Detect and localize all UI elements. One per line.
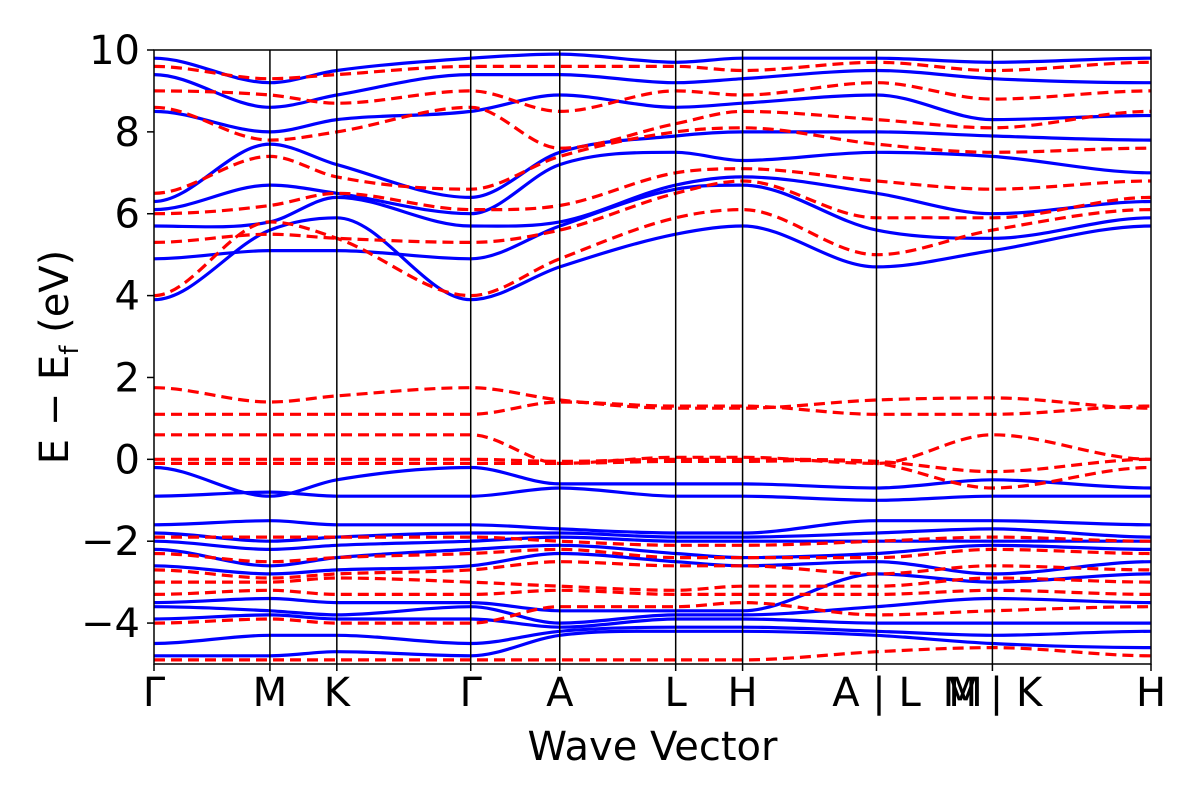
blue-solid-band-4 (154, 596, 1151, 625)
blue-solid-band-18 (154, 93, 1151, 134)
y-tick-label: 4 (115, 274, 140, 320)
series-red-dashed (154, 60, 1151, 662)
x-tick-label: M (253, 670, 288, 716)
x-tick-label: A (546, 670, 574, 716)
y-axis-title: E − Ef (eV) (32, 250, 85, 465)
red-dashed-band-1 (154, 646, 1151, 662)
x-axis-title: Wave Vector (528, 724, 779, 770)
x-tick-label: H (1136, 670, 1166, 716)
blue-solid-band-12 (154, 465, 1151, 498)
blue-solid-band-7 (154, 543, 1151, 568)
red-dashed-band-8 (154, 458, 1151, 490)
red-dashed-band-13 (154, 208, 1151, 298)
red-dashed-band-18 (154, 81, 1151, 113)
y-tick-label: 8 (115, 110, 140, 156)
x-tick-label-extra: M (948, 670, 983, 716)
blue-solid-band-1 (154, 629, 1151, 658)
blue-solid-band-10 (154, 519, 1151, 535)
red-dashed-band-10 (154, 433, 1151, 465)
blue-solid-band-15 (154, 175, 1151, 229)
x-tick-label: H (728, 670, 758, 716)
y-tick-label: 0 (115, 437, 140, 483)
bands-layer (154, 52, 1151, 662)
red-dashed-band-6 (154, 547, 1151, 564)
y-tick-label: 6 (115, 192, 140, 238)
y-tick-label: −2 (81, 519, 140, 565)
blue-solid-band-3 (154, 613, 1151, 629)
blue-solid-band-11 (154, 486, 1151, 502)
x-tick-label: L (665, 670, 688, 716)
x-tick-label: Γ (460, 670, 483, 716)
red-dashed-band-15 (154, 167, 1151, 216)
x-tick-label: A | L (832, 670, 921, 716)
blue-solid-band-2 (154, 625, 1151, 646)
x-tick-label: Γ (143, 670, 166, 716)
x-tick-label: M | K (943, 670, 1044, 716)
red-dashed-band-11 (154, 400, 1151, 416)
red-dashed-band-2 (154, 601, 1151, 625)
y-tick-label: 10 (89, 28, 140, 74)
y-axis-title-prefix: E − E (32, 355, 78, 465)
blue-solid-band-8 (154, 535, 1151, 551)
red-dashed-band-7 (154, 535, 1151, 547)
red-dashed-band-17 (154, 105, 1151, 150)
y-axis-ticks: −4 −2 0 2 4 6 8 10 (81, 28, 154, 647)
blue-solid-band-16 (154, 150, 1151, 216)
red-dashed-band-14 (154, 179, 1151, 244)
blue-solid-band-9 (154, 527, 1151, 543)
y-tick-label: 2 (115, 355, 140, 401)
y-tick-label: −4 (81, 601, 140, 647)
y-axis-title-suffix: (eV) (32, 250, 78, 346)
blue-solid-band-6 (154, 551, 1151, 576)
red-dashed-band-16 (154, 126, 1151, 195)
blue-solid-band-19 (154, 68, 1151, 109)
blue-solid-band-20 (154, 52, 1151, 85)
y-axis-title-subscript: f (55, 345, 85, 355)
kpoint-lines (269, 50, 994, 664)
red-dashed-band-4 (154, 576, 1151, 592)
red-dashed-band-3 (154, 588, 1151, 597)
red-dashed-band-5 (154, 560, 1151, 580)
red-dashed-band-12 (154, 386, 1151, 410)
red-dashed-band-19 (154, 60, 1151, 81)
x-tick-label: K (324, 670, 352, 716)
blue-solid-band-13 (154, 216, 1151, 302)
plot-frame (153, 49, 1152, 665)
blue-solid-band-14 (154, 183, 1151, 261)
